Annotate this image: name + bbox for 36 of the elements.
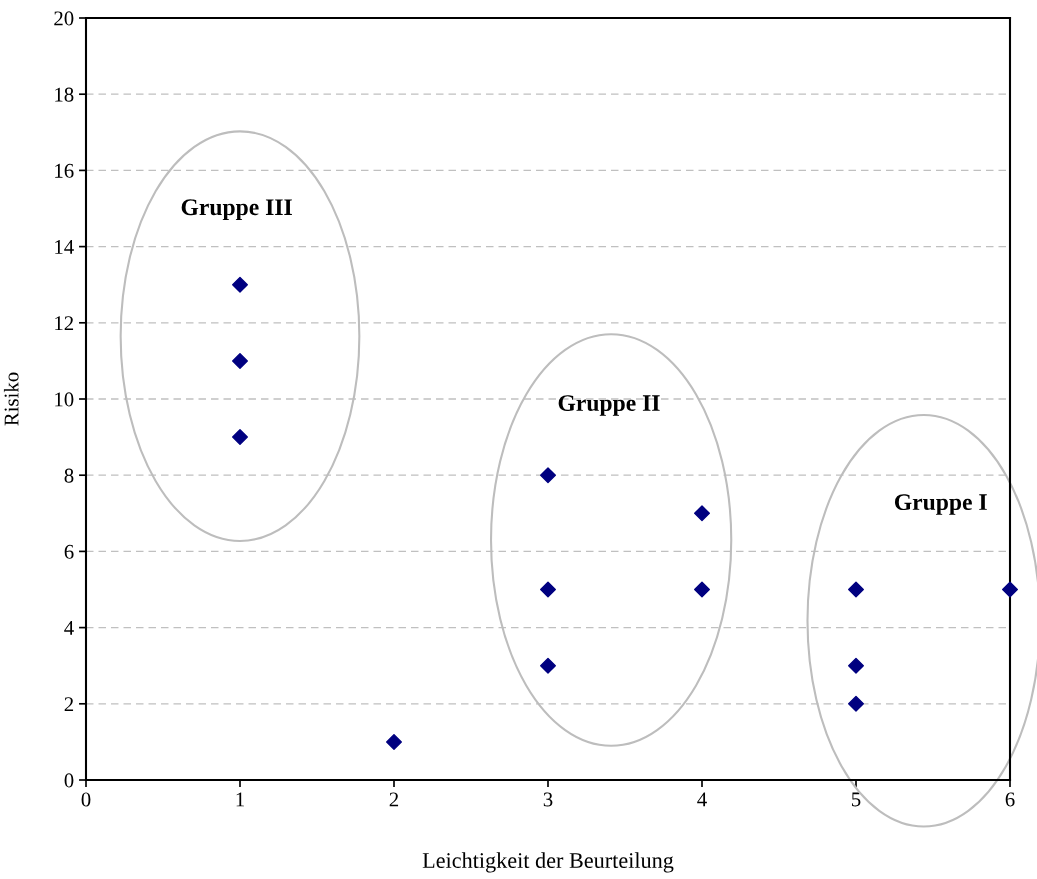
- point: [540, 657, 556, 674]
- y-tick-label: 0: [64, 773, 74, 788]
- point: [232, 352, 248, 369]
- x-tick-label: 0: [81, 792, 91, 807]
- annotation: Gruppe III: [181, 199, 292, 220]
- point: [848, 657, 864, 674]
- annotation: Gruppe I: [894, 494, 987, 515]
- point: [386, 733, 402, 750]
- x-axis-title: Leichtigkeit der Beurteilung: [422, 852, 674, 873]
- annotation: Gruppe II: [558, 395, 660, 416]
- point: [694, 505, 710, 522]
- point: [540, 581, 556, 598]
- x-tick-label: 3: [543, 792, 553, 807]
- y-tick-label: 10: [55, 392, 74, 407]
- x-tick-label: 5: [852, 792, 861, 807]
- x-tick-label: 4: [697, 792, 707, 807]
- y-tick-label: 12: [55, 316, 74, 331]
- point: [694, 581, 710, 598]
- y-tick-label: 8: [64, 468, 74, 483]
- y-tick-label: 6: [64, 544, 74, 559]
- y-tick-label: 16: [55, 163, 74, 178]
- point: [540, 467, 556, 484]
- point: [848, 695, 864, 712]
- x-tick-label: 6: [1005, 792, 1015, 807]
- point: [1002, 581, 1018, 598]
- y-tick-label: 4: [64, 621, 74, 635]
- point: [848, 581, 864, 598]
- point: [232, 429, 248, 446]
- y-tick-label: 18: [55, 87, 74, 102]
- y-axis-title: Risiko: [3, 372, 19, 426]
- y-tick-label: 2: [64, 697, 74, 712]
- x-tick-label: 2: [389, 792, 399, 807]
- y-tick-label: 20: [54, 11, 74, 26]
- x-tick-label: 1: [236, 792, 244, 807]
- point: [232, 276, 248, 293]
- y-tick-label: 14: [55, 240, 74, 254]
